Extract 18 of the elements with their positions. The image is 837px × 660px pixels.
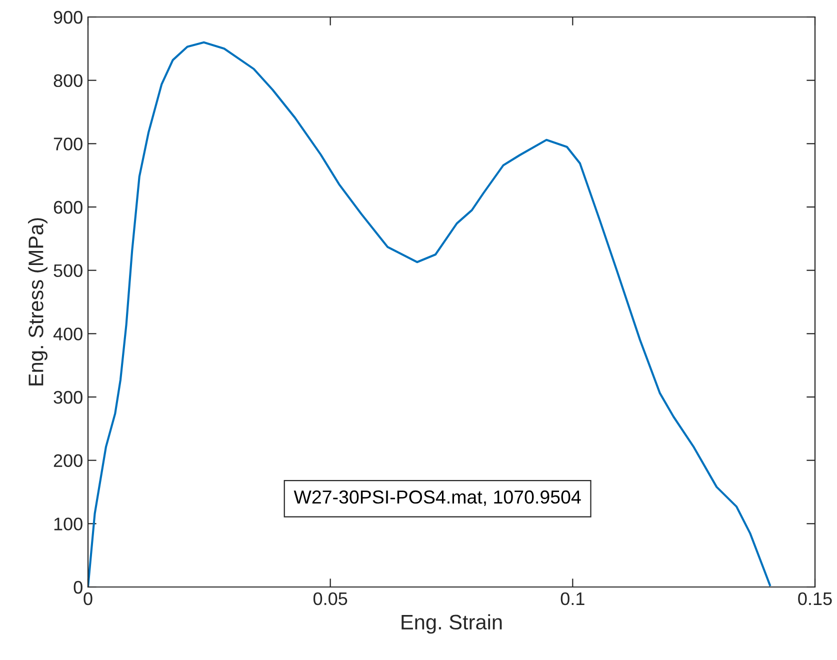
y-tick-label: 800 <box>54 74 82 88</box>
y-tick-label: 900 <box>54 10 82 24</box>
x-tick-label: 0.05 <box>313 592 348 606</box>
y-tick-label: 300 <box>54 390 82 404</box>
x-tick-label: 0.1 <box>560 592 584 606</box>
y-tick-label: 400 <box>53 328 82 340</box>
x-axis-title: Eng. Strain <box>402 614 502 634</box>
y-tick-label: 700 <box>54 138 82 150</box>
annotation: W27-30PSI-POS4.mat, 1070.9504 <box>294 490 581 506</box>
x-tick-label: 0 <box>84 592 92 606</box>
y-tick-label: 0 <box>74 580 82 594</box>
x-tick-label: 0.15 <box>798 592 832 606</box>
y-axis-title: Eng. Stress (MPa) <box>28 218 48 386</box>
y-tick-label: 500 <box>54 264 82 278</box>
line-series <box>88 41 771 587</box>
y-tick-label: 100 <box>54 518 82 530</box>
y-tick-label: 200 <box>54 454 82 468</box>
y-tick-label: 600 <box>54 200 82 214</box>
